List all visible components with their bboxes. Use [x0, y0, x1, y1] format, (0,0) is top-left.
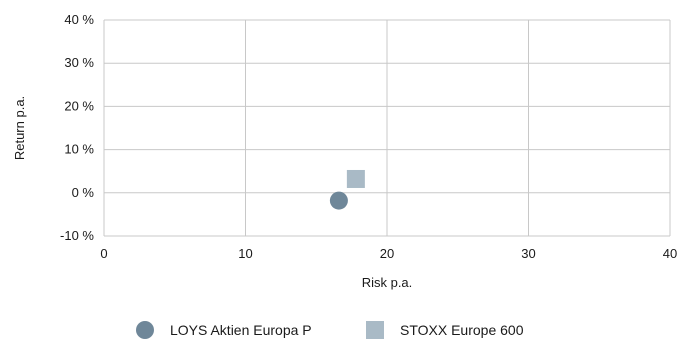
legend-label-stoxx: STOXX Europe 600 [400, 322, 524, 338]
y-tick-label: 30 % [64, 55, 94, 70]
data-point-square [346, 169, 365, 188]
y-tick-label: 20 % [64, 98, 94, 113]
legend-square-marker [366, 321, 384, 339]
x-axis-tick-labels: 0 10 20 30 40 [100, 246, 677, 261]
x-tick-label: 30 [521, 246, 535, 261]
x-tick-label: 10 [238, 246, 252, 261]
legend-label-loys: LOYS Aktien Europa P [170, 322, 312, 338]
y-tick-label: 10 % [64, 142, 94, 157]
data-point-circle [329, 191, 348, 210]
grid [103, 19, 671, 237]
data-points [329, 169, 365, 210]
legend-item-stoxx: STOXX Europe 600 [366, 320, 523, 340]
y-axis-tick-labels: -10 % 0 % 10 % 20 % 30 % 40 % [60, 12, 94, 243]
x-tick-label: 40 [663, 246, 677, 261]
legend-item-loys: LOYS Aktien Europa P [136, 320, 312, 340]
y-tick-label: -10 % [60, 228, 94, 243]
y-tick-label: 0 % [72, 185, 95, 200]
legend-circle-marker [136, 321, 154, 339]
x-axis-title: Risk p.a. [362, 275, 413, 290]
legend: LOYS Aktien Europa P STOXX Europe 600 [0, 316, 694, 344]
y-axis-title: Return p.a. [12, 96, 27, 160]
x-tick-label: 20 [380, 246, 394, 261]
x-tick-label: 0 [100, 246, 107, 261]
y-tick-label: 40 % [64, 12, 94, 27]
